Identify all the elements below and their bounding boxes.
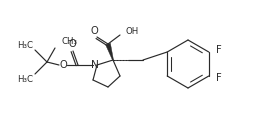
Text: F: F bbox=[216, 73, 221, 83]
Text: CH₃: CH₃ bbox=[61, 37, 77, 46]
Text: H₃C: H₃C bbox=[17, 75, 33, 83]
Text: O: O bbox=[59, 60, 67, 70]
Text: F: F bbox=[216, 45, 221, 55]
Text: H₃C: H₃C bbox=[17, 41, 33, 50]
Text: O: O bbox=[68, 39, 76, 49]
Text: O: O bbox=[90, 26, 98, 36]
Text: OH: OH bbox=[125, 27, 138, 36]
Polygon shape bbox=[106, 43, 113, 60]
Text: N: N bbox=[91, 60, 99, 70]
